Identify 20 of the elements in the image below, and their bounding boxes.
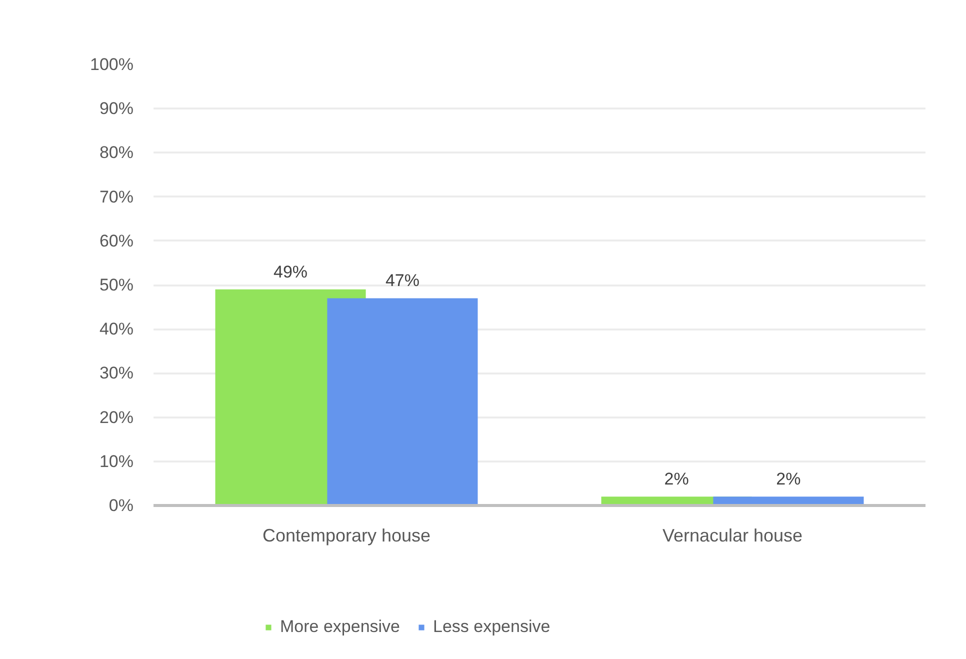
data-label: 2% bbox=[664, 470, 689, 489]
y-tick-label: 0% bbox=[108, 496, 134, 515]
y-tick-label: 80% bbox=[99, 143, 134, 162]
y-tick-label: 10% bbox=[99, 452, 134, 471]
x-tick-label: Contemporary house bbox=[262, 526, 431, 546]
y-tick-label: 40% bbox=[99, 320, 134, 339]
legend-label: Less expensive bbox=[433, 617, 550, 637]
x-tick-label: Vernacular house bbox=[662, 526, 803, 546]
data-label: 47% bbox=[385, 271, 420, 290]
y-tick-label: 90% bbox=[99, 99, 134, 118]
y-tick-label: 70% bbox=[99, 187, 134, 206]
bar bbox=[327, 298, 478, 506]
legend-label: More expensive bbox=[280, 617, 400, 637]
y-tick-label: 20% bbox=[99, 408, 134, 427]
data-label: 49% bbox=[274, 262, 308, 282]
data-label: 2% bbox=[776, 470, 801, 489]
y-tick-label: 50% bbox=[99, 276, 134, 294]
y-tick-label: 30% bbox=[99, 364, 134, 383]
y-tick-label: 100% bbox=[90, 55, 134, 74]
y-tick-label: 60% bbox=[99, 231, 134, 250]
